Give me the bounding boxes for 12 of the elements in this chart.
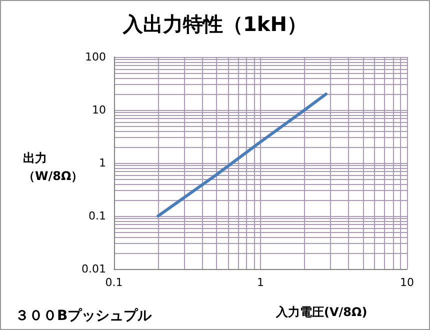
x-tick-label: 0.1: [105, 276, 123, 289]
y-tick-label: 1: [99, 156, 106, 170]
y-tick-label: 0.01: [82, 262, 106, 276]
y-axis-title: 出力（W/8Ω）: [23, 151, 84, 183]
x-tick-label: 1: [257, 276, 264, 289]
text: ３００Bプッシュプル: [15, 307, 153, 324]
x-axis-title: 入力電圧(V/8Ω): [275, 305, 368, 319]
x-tick-label: 10: [400, 276, 414, 289]
y-tick-label: 100: [85, 50, 106, 64]
y-tick-label: 10: [92, 104, 106, 116]
chart-title: 入出力特性（1kH）: [122, 12, 307, 36]
y-tick-label: 0.1: [88, 210, 106, 222]
